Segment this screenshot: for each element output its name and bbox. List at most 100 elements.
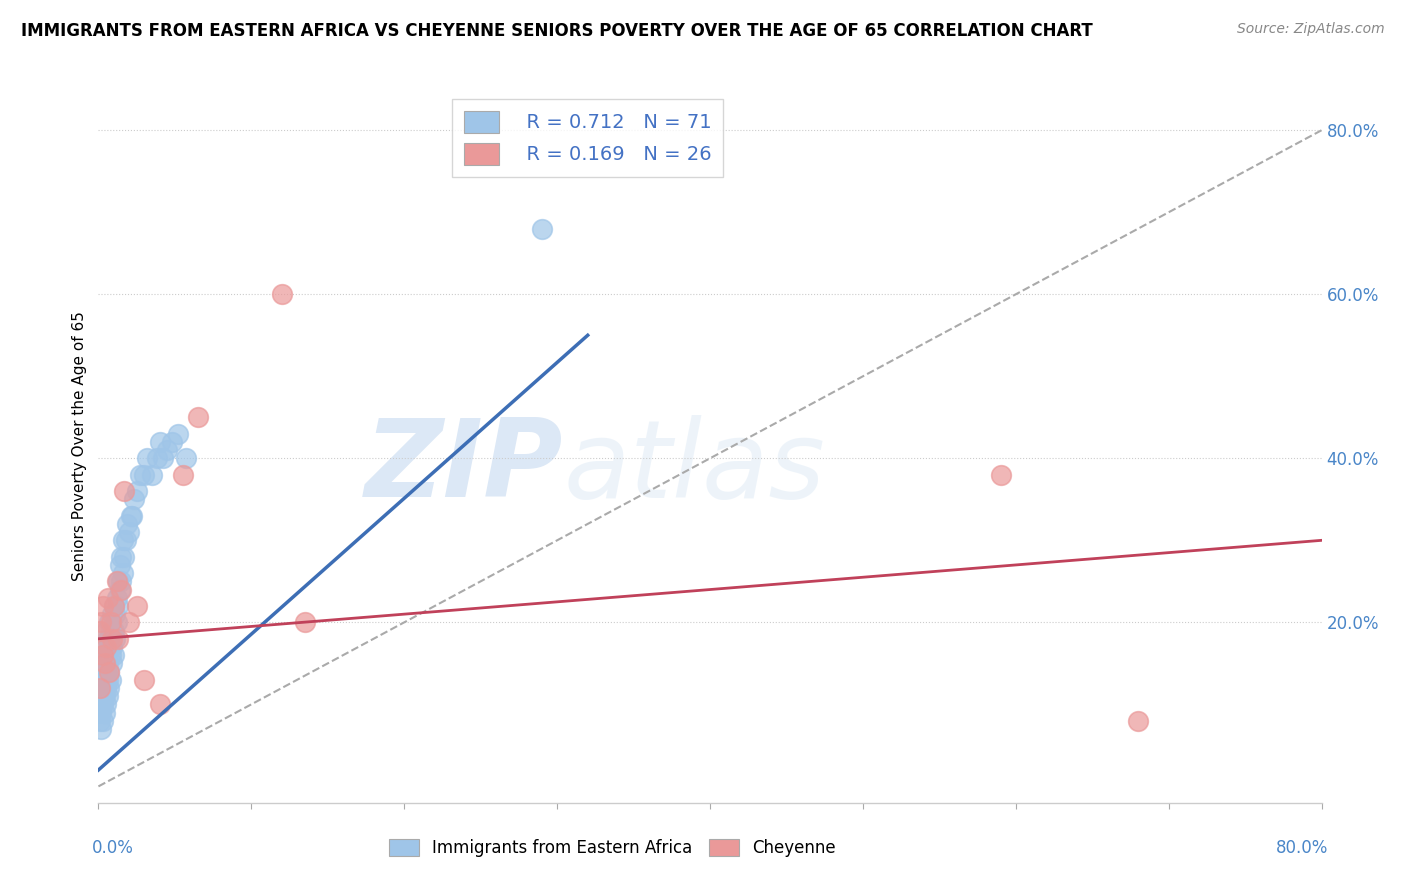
Point [107, 632, 129, 646]
Point [187, 410, 209, 425]
Point [90, 722, 112, 736]
Point [93, 673, 115, 687]
Point [90, 673, 112, 687]
Point [107, 599, 129, 613]
Point [108, 582, 131, 597]
Point [100, 673, 122, 687]
Point [122, 492, 145, 507]
Point [115, 533, 138, 548]
Point [111, 566, 134, 581]
Point [94, 640, 117, 654]
Point [103, 624, 125, 638]
Point [90, 615, 112, 630]
Point [103, 599, 125, 613]
Point [110, 574, 132, 589]
Point [103, 599, 125, 613]
Point [90, 689, 112, 703]
Point [94, 681, 117, 695]
Point [134, 673, 156, 687]
Text: IMMIGRANTS FROM EASTERN AFRICA VS CHEYENNE SENIORS POVERTY OVER THE AGE OF 65 CO: IMMIGRANTS FROM EASTERN AFRICA VS CHEYEN… [21, 22, 1092, 40]
Point [141, 467, 163, 482]
Point [104, 632, 127, 646]
Point [530, 221, 553, 235]
Point [93, 657, 115, 671]
Point [105, 591, 128, 605]
Point [294, 615, 316, 630]
Point [111, 533, 134, 548]
Point [89, 681, 111, 695]
Point [100, 624, 122, 638]
Point [103, 648, 125, 662]
Point [91, 648, 114, 662]
Point [105, 574, 128, 589]
Point [89, 698, 111, 712]
Point [89, 624, 111, 638]
Point [101, 657, 124, 671]
Point [990, 467, 1012, 482]
Point [118, 525, 141, 540]
Point [91, 599, 114, 613]
Point [101, 607, 124, 622]
Point [160, 434, 183, 449]
Point [97, 657, 120, 671]
Point [94, 698, 117, 712]
Point [91, 698, 114, 712]
Point [98, 665, 121, 679]
Text: Source: ZipAtlas.com: Source: ZipAtlas.com [1237, 22, 1385, 37]
Point [90, 657, 112, 671]
Point [100, 615, 122, 630]
Point [108, 558, 131, 572]
Point [145, 451, 167, 466]
Point [149, 698, 172, 712]
Point [107, 574, 129, 589]
Y-axis label: Seniors Poverty Over the Age of 65: Seniors Poverty Over the Age of 65 [72, 311, 87, 581]
Point [93, 706, 115, 720]
Point [101, 632, 124, 646]
Point [117, 516, 139, 531]
Point [120, 508, 142, 523]
Point [172, 467, 194, 482]
Point [98, 640, 121, 654]
Point [93, 648, 115, 662]
Point [125, 599, 148, 613]
Point [100, 648, 122, 662]
Point [128, 467, 150, 482]
Point [91, 648, 114, 662]
Point [91, 665, 114, 679]
Point [167, 426, 190, 441]
Point [97, 673, 120, 687]
Point [91, 681, 114, 695]
Text: 80.0%: 80.0% [1275, 838, 1327, 856]
Point [270, 287, 292, 301]
Point [156, 443, 179, 458]
Point [134, 467, 156, 482]
Point [1128, 714, 1150, 728]
Point [94, 665, 117, 679]
Point [121, 508, 143, 523]
Point [97, 632, 120, 646]
Point [118, 615, 141, 630]
Point [97, 591, 120, 605]
Point [105, 615, 128, 630]
Point [94, 624, 117, 638]
Point [112, 549, 135, 564]
Legend: Immigrants from Eastern Africa, Cheyenne: Immigrants from Eastern Africa, Cheyenne [380, 831, 844, 866]
Text: ZIP: ZIP [366, 415, 564, 520]
Point [89, 714, 111, 728]
Point [152, 451, 174, 466]
Point [101, 640, 124, 654]
Point [136, 451, 159, 466]
Text: atlas: atlas [564, 415, 825, 520]
Point [174, 451, 197, 466]
Point [110, 582, 132, 597]
Point [94, 640, 117, 654]
Point [98, 681, 121, 695]
Point [91, 714, 114, 728]
Point [89, 681, 111, 695]
Point [90, 706, 112, 720]
Point [149, 434, 172, 449]
Point [97, 689, 120, 703]
Point [112, 484, 135, 499]
Text: 0.0%: 0.0% [93, 838, 134, 856]
Point [110, 549, 132, 564]
